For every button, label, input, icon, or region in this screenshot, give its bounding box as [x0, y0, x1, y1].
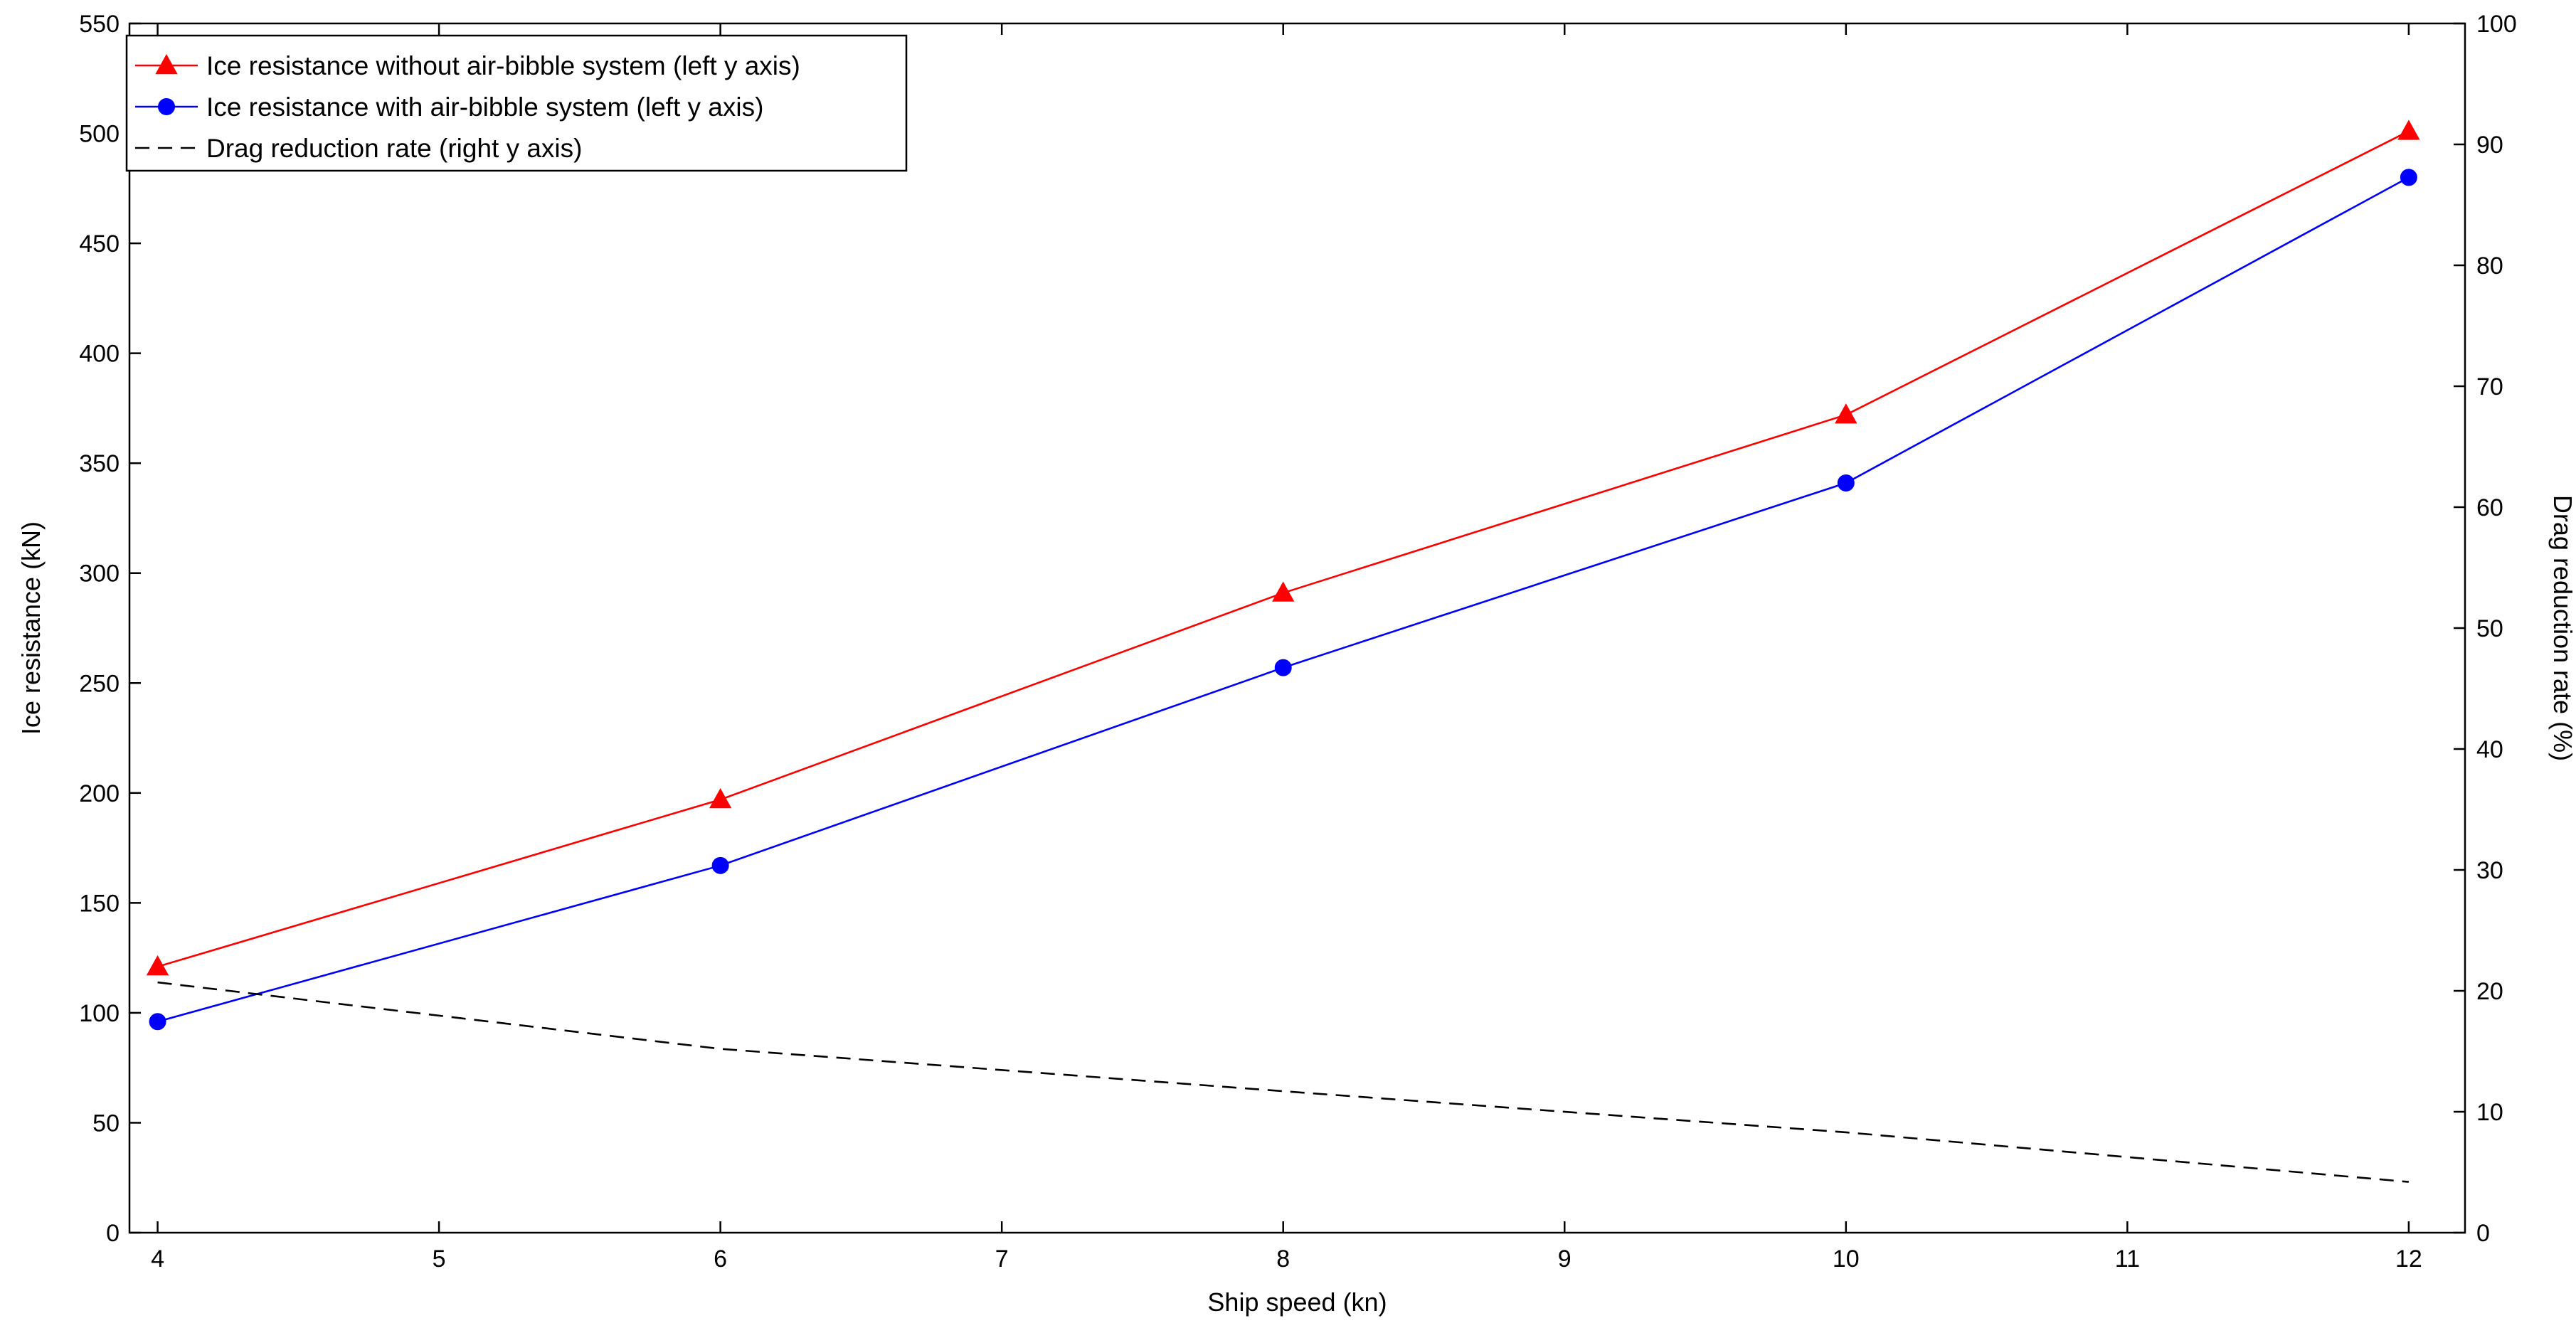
data-point [709, 788, 732, 809]
legend-marker [158, 98, 175, 115]
x-tick-label: 6 [714, 1245, 727, 1273]
plot-frame [128, 22, 2466, 1234]
x-tick-label: 5 [433, 1245, 446, 1273]
right-y-tick-label: 40 [2476, 736, 2503, 763]
series-line [157, 981, 2410, 1183]
right-y-tick-label: 90 [2476, 132, 2503, 159]
data-point [711, 856, 729, 874]
legend-label: Ice resistance without air-bibble system… [206, 51, 800, 80]
left-y-tick-label: 350 [79, 450, 120, 477]
series-3 [157, 981, 2410, 1183]
data-point [1837, 474, 1855, 492]
legend-item: Drag reduction rate (right y axis) [135, 134, 582, 163]
left-y-tick-label: 400 [79, 341, 120, 368]
right-y-tick-label: 0 [2476, 1220, 2490, 1247]
plot-border [128, 22, 2466, 1234]
left-y-tick-label: 500 [79, 121, 120, 148]
x-tick-label: 8 [1276, 1245, 1290, 1273]
series-2 [149, 169, 2417, 1031]
x-tick-label: 11 [2115, 1245, 2140, 1273]
left-y-tick-label: 200 [79, 780, 120, 807]
x-tick-label: 10 [1833, 1245, 1860, 1273]
legend-item: Ice resistance with air-bibble system (l… [135, 92, 763, 122]
legend-box [125, 34, 908, 172]
right-y-tick-label: 60 [2476, 494, 2503, 521]
right-y-axis-ticks: 0 10 20 30 40 50 60 70 80 90 100 [2454, 11, 2517, 1247]
x-tick-label: 12 [2395, 1245, 2422, 1273]
left-y-tick-label: 300 [79, 561, 120, 588]
series-line [157, 130, 2410, 968]
data-point [2400, 169, 2417, 186]
data-point [146, 955, 169, 976]
left-y-axis-label: Ice resistance (kN) [16, 521, 46, 735]
x-tick-label: 4 [151, 1245, 164, 1273]
legend-label: Drag reduction rate (right y axis) [206, 134, 582, 163]
legend: Ice resistance without air-bibble system… [125, 34, 908, 172]
left-y-tick-label: 150 [79, 890, 120, 917]
left-y-tick-label: 50 [92, 1110, 120, 1137]
left-y-tick-label: 450 [79, 230, 120, 257]
series-1 [146, 119, 2420, 976]
x-tick-label: 9 [1558, 1245, 1571, 1273]
right-y-tick-label: 70 [2476, 373, 2503, 400]
right-y-axis-label: Drag reduction rate (%) [2548, 495, 2576, 761]
legend-item: Ice resistance without air-bibble system… [135, 51, 800, 80]
data-point [1274, 659, 1292, 676]
left-y-tick-label: 0 [106, 1220, 120, 1247]
left-y-axis-ticks: 0 50 100 150 200 250 300 350 400 450 500 550 [79, 11, 141, 1247]
data-point [1835, 403, 1857, 424]
x-tick-label: 7 [995, 1245, 1009, 1273]
right-y-tick-label: 100 [2476, 11, 2517, 38]
left-y-tick-label: 250 [79, 670, 120, 697]
x-axis-ticks: 4 5 6 7 8 9 10 11 12 [151, 23, 2422, 1273]
right-y-tick-label: 20 [2476, 978, 2503, 1005]
legend-label: Ice resistance with air-bibble system (l… [206, 92, 763, 122]
legend-marker [155, 53, 178, 75]
right-y-tick-label: 80 [2476, 253, 2503, 280]
x-axis-label: Ship speed (kn) [1207, 1287, 1387, 1317]
right-y-tick-label: 10 [2476, 1099, 2503, 1126]
right-y-tick-label: 30 [2476, 857, 2503, 884]
data-point [149, 1013, 166, 1031]
right-y-tick-label: 50 [2476, 615, 2503, 642]
series-layer [146, 119, 2420, 1183]
data-point [1272, 581, 1295, 602]
data-point [2397, 119, 2420, 140]
left-y-tick-label: 100 [79, 1000, 120, 1027]
left-y-tick-label: 550 [79, 11, 120, 38]
